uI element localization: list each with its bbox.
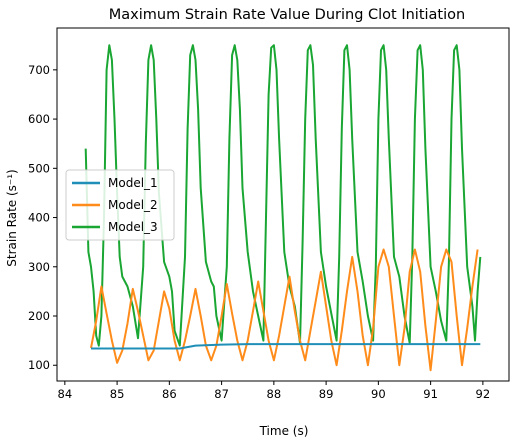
x-tick-label: 88 [267, 387, 282, 401]
y-tick-label: 500 [28, 161, 50, 175]
y-tick-label: 100 [28, 358, 50, 372]
y-tick-label: 600 [28, 112, 50, 126]
x-tick-label: 87 [214, 387, 229, 401]
legend-box [65, 169, 175, 241]
y-axis: 100 200 300 400 500 600 700 [28, 63, 57, 372]
x-tick-label: 92 [476, 387, 491, 401]
x-axis-label: Time (s) [259, 424, 309, 438]
y-tick-label: 400 [28, 211, 50, 225]
legend-entry-label: Model_3 [108, 220, 158, 234]
chart-title: Maximum Strain Rate Value During Clot In… [109, 7, 465, 23]
x-axis: 84 85 86 87 88 89 90 91 92 [58, 381, 491, 401]
plot-area [84, 44, 482, 372]
x-tick-label: 89 [319, 387, 334, 401]
y-axis-label: Strain Rate (s⁻¹) [5, 169, 19, 266]
series-line-model-2 [90, 248, 479, 372]
legend: Model_1 Model_2 Model_3 [65, 169, 175, 241]
legend-entry-label: Model_2 [108, 198, 158, 212]
x-tick-label: 85 [110, 387, 125, 401]
x-tick-label: 90 [371, 387, 386, 401]
legend-entry-label: Model_1 [108, 176, 158, 190]
y-tick-label: 200 [28, 309, 50, 323]
x-tick-label: 84 [58, 387, 73, 401]
series-line-model-1 [91, 343, 481, 350]
axes-frame [56, 27, 510, 382]
y-tick-label: 300 [28, 260, 50, 274]
x-tick-label: 86 [162, 387, 177, 401]
y-tick-label: 700 [28, 63, 50, 77]
x-tick-label: 91 [423, 387, 438, 401]
series-line-model-3 [84, 44, 482, 347]
